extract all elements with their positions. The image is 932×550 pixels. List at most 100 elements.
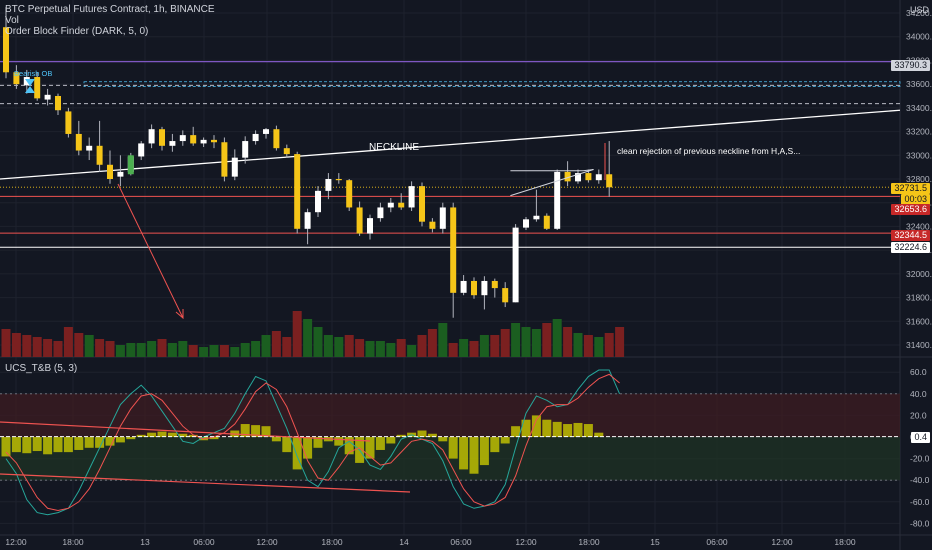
volume-bar (188, 345, 198, 357)
candle-body (585, 173, 592, 181)
candle-body (86, 145, 93, 151)
oscillator-bar (490, 437, 500, 453)
candle-body (3, 27, 9, 73)
oscillator-bar (115, 437, 125, 443)
candle-body (471, 280, 477, 296)
volume-bar (552, 319, 562, 357)
candle-body (55, 96, 61, 111)
time-tick-label: 06:00 (450, 537, 472, 547)
volume-bar (511, 323, 521, 357)
candle-body (429, 221, 436, 229)
oscillator-bar (469, 437, 479, 474)
oscillator-bar (167, 432, 177, 437)
volume-bar (271, 331, 281, 357)
volume-bar (282, 337, 292, 357)
oscillator-bar (573, 422, 583, 437)
bearish-ob-marker (25, 86, 35, 93)
red-arrowhead (175, 309, 184, 320)
oscillator-bar (251, 425, 261, 437)
candle-body (419, 186, 425, 222)
time-tick-label: 06:00 (706, 537, 728, 547)
oscillator-bar (1, 437, 11, 457)
oscillator-bar (500, 437, 510, 444)
osc-tick-label: -20.0 (910, 454, 930, 464)
candle-body (34, 77, 41, 99)
volume-legend[interactable]: Vol (5, 15, 19, 26)
volume-bar (604, 333, 614, 357)
volume-bar (167, 343, 177, 357)
oscillator-bar (417, 430, 427, 437)
candle-body (564, 171, 571, 182)
countdown-tag: 00:03 (901, 194, 930, 205)
candle-body (231, 157, 238, 177)
volume-bar (531, 329, 541, 357)
osc-tick-label: 60.0 (910, 367, 927, 377)
candle-body (491, 280, 498, 289)
neckline-annotation[interactable]: NECKLINE (369, 142, 420, 153)
volume-bar (448, 343, 458, 357)
time-tick-label: 12:00 (515, 537, 537, 547)
candle-body (554, 171, 561, 229)
volume-bar (355, 339, 365, 357)
volume-bar (240, 343, 250, 357)
candle-body (179, 135, 186, 142)
candle-body (13, 72, 20, 85)
candle-body (294, 154, 301, 229)
highlighted-candle (127, 155, 134, 175)
volume-bar (386, 343, 396, 357)
volume-bar (615, 327, 625, 357)
candle-body (283, 148, 290, 155)
oscillator-bar (147, 432, 157, 437)
order-block-zone (83, 81, 901, 87)
oscillator-bar (386, 437, 396, 444)
lower-red-tag: 32344.5 (891, 230, 930, 241)
candle-body (595, 174, 602, 181)
oscillator-bar (282, 437, 292, 453)
volume-bar (32, 337, 42, 357)
candle-body (263, 129, 269, 134)
candle-body (408, 186, 415, 208)
volume-bar (115, 345, 125, 357)
volume-bar (219, 345, 229, 357)
candle-body (75, 133, 82, 151)
oscillator-bar (32, 437, 42, 452)
time-tick-label: 12:00 (771, 537, 793, 547)
candle-body (398, 202, 405, 208)
volume-bar (479, 335, 489, 357)
oscillator-bar (157, 431, 167, 437)
time-tick-label: 18:00 (321, 537, 343, 547)
volume-bar (344, 335, 354, 357)
comment-annotation[interactable]: clean rejection of previous neckline fro… (617, 146, 801, 156)
candle-body (523, 219, 529, 228)
price-tick-label: 33200.0 (906, 127, 932, 137)
price-tick-label: 33400.0 (906, 103, 932, 113)
candle-body (242, 141, 249, 158)
oscillator-bar (396, 434, 406, 437)
osc-tick-label: -80.0 (910, 518, 930, 528)
symbol-legend[interactable]: BTC Perpetual Futures Contract, 1h, BINA… (5, 4, 215, 15)
oscillator-legend[interactable]: UCS_T&B (5, 3) (5, 363, 78, 374)
candle-body (481, 280, 488, 296)
price-tick-label: 33000.0 (906, 150, 932, 160)
oscillator-bar (209, 437, 219, 440)
volume-bar (334, 337, 344, 357)
price-tick-label: 31600.0 (906, 316, 932, 326)
volume-bar (500, 329, 510, 357)
volume-bar (427, 329, 437, 357)
oscillator-line-slow (5, 373, 620, 511)
oscillator-bar (542, 419, 552, 437)
osc-trendline (0, 421, 371, 442)
indicator-legend[interactable]: Order Block Finder (DARK, 5, 0) (5, 26, 149, 37)
price-tick-label: 32800.0 (906, 174, 932, 184)
oscillator-bar (427, 433, 437, 437)
osc-tick-label: -40.0 (910, 475, 930, 485)
volume-bar (74, 333, 84, 357)
volume-bar (157, 339, 167, 357)
price-tick-label: 31800.0 (906, 293, 932, 303)
price-tick-label: 31400.0 (906, 340, 932, 350)
volume-bar (53, 341, 63, 357)
volume-bar (365, 341, 375, 357)
currency-label: USD (910, 5, 930, 15)
volume-bar (43, 339, 53, 357)
